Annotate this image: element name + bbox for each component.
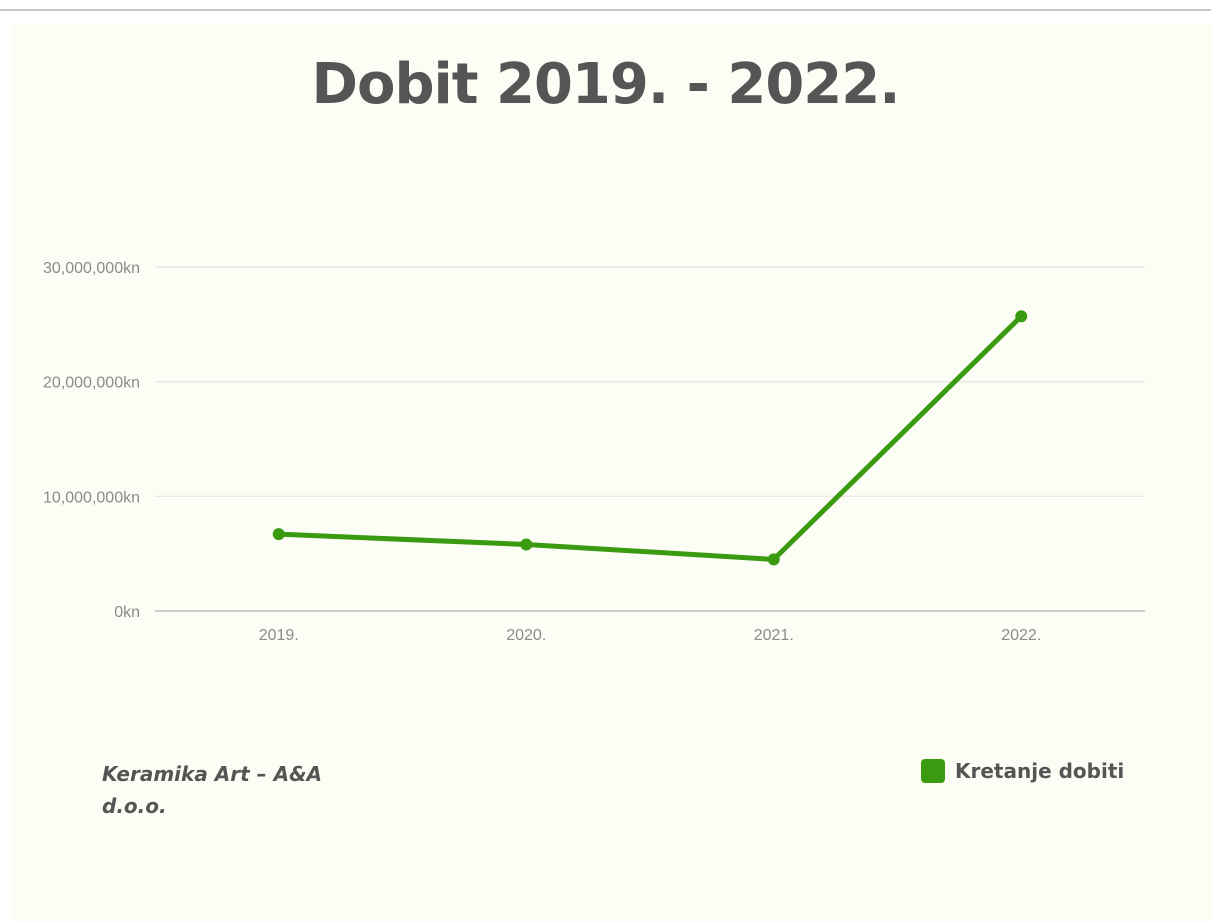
y-tick-label: 0kn [114,604,140,621]
x-tick-label: 2020. [506,627,546,644]
data-point [520,538,533,551]
legend-label: Kretanje dobiti [955,759,1125,783]
chart-card [10,24,1211,922]
data-point [272,528,285,541]
y-tick-label: 30,000,000kn [43,260,140,277]
x-tick-label: 2019. [259,627,299,644]
legend: Kretanje dobiti [921,758,1124,784]
top-divider [0,9,1211,11]
x-tick-label: 2022. [1001,627,1041,644]
legend-swatch [921,759,945,783]
y-tick-label: 20,000,000kn [43,375,140,392]
data-point [767,553,780,566]
series-line [276,313,1024,562]
x-tick-label: 2021. [754,627,794,644]
data-point [1015,310,1028,323]
y-tick-label: 10,000,000kn [43,489,140,506]
company-name: Keramika Art – A&A d.o.o. [102,762,323,818]
chart-title: Dobit 2019. - 2022. [311,52,900,117]
